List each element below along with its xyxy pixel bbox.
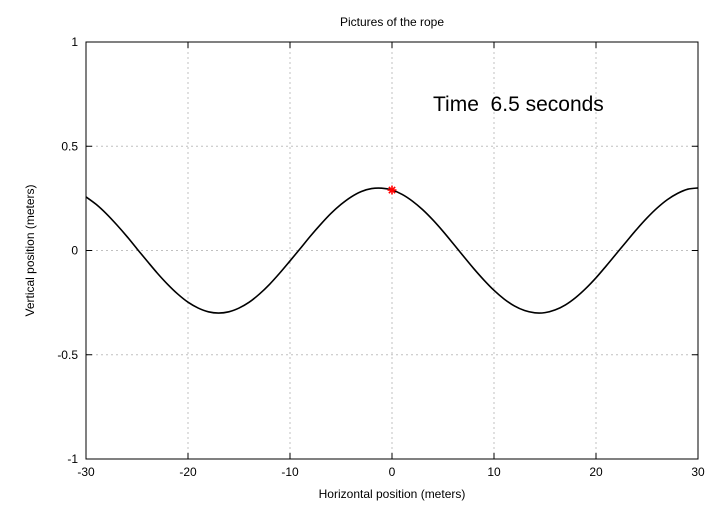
x-tick-label: 0 <box>389 465 396 479</box>
x-tick-label: 30 <box>691 465 705 479</box>
x-tick-label: -20 <box>179 465 197 479</box>
x-axis-label: Horizontal position (meters) <box>319 487 466 501</box>
y-tick-label: 1 <box>71 35 78 49</box>
x-tick-label: 10 <box>487 465 501 479</box>
marker-stroke <box>388 186 396 194</box>
rope-marker <box>387 185 397 195</box>
y-tick-label: -1 <box>67 452 78 466</box>
y-tick-label: 0 <box>71 244 78 258</box>
time-annotation: Time 6.5 seconds <box>433 93 604 116</box>
chart-title: Pictures of the rope <box>340 15 444 29</box>
series-layer <box>85 185 699 314</box>
x-tick-label: 20 <box>589 465 603 479</box>
grid <box>86 42 698 459</box>
ticks: -30 -20 -10 0 10 20 30 -1 -0.5 0 0.5 1 <box>57 35 705 479</box>
y-axis-label: Vertical position (meters) <box>23 184 37 316</box>
y-tick-label: 0.5 <box>61 139 78 153</box>
y-tick-label: -0.5 <box>57 348 78 362</box>
x-tick-label: -10 <box>281 465 299 479</box>
x-tick-label: -30 <box>77 465 95 479</box>
